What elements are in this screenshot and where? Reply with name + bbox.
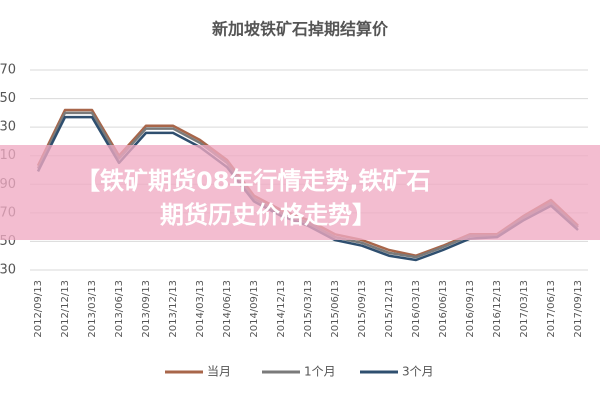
- x-tick-label: 2016/06/13: [438, 280, 449, 338]
- legend-label: 1个月: [304, 365, 336, 379]
- x-tick-label: 2016/03/13: [411, 280, 422, 338]
- x-tick-label: 2012/09/13: [33, 280, 44, 338]
- x-tick-label: 2017/06/13: [546, 280, 557, 338]
- x-tick-label: 2013/03/13: [87, 280, 98, 338]
- chart-title: 新加坡铁矿石掉期结算价: [212, 20, 389, 39]
- x-tick-label: 2014/06/13: [222, 280, 233, 338]
- x-tick-label: 2015/12/13: [384, 280, 395, 338]
- x-tick-label: 2016/12/13: [492, 280, 503, 338]
- y-tick-label: 30: [0, 263, 16, 278]
- x-tick-label: 2012/12/13: [60, 280, 71, 338]
- x-tick-label: 2014/09/13: [249, 280, 260, 338]
- legend-label: 3个月: [402, 365, 434, 379]
- y-tick-label: 150: [0, 91, 16, 106]
- x-tick-label: 2014/12/13: [276, 280, 287, 338]
- x-tick-label: 2013/12/13: [168, 280, 179, 338]
- x-tick-label: 2013/09/13: [141, 280, 152, 338]
- x-tick-label: 2015/09/13: [357, 280, 368, 338]
- x-tick-label: 2015/03/13: [303, 280, 314, 338]
- legend-label: 当月: [207, 365, 231, 379]
- x-tick-label: 2014/03/13: [195, 280, 206, 338]
- x-tick-label: 2017/03/13: [519, 280, 530, 338]
- y-tick-label: 170: [0, 63, 16, 78]
- banner-line: 期货历史价格走势】: [160, 201, 376, 229]
- banner-line: 【铁矿期货08年行情走势,铁矿石: [76, 167, 431, 195]
- x-tick-label: 2015/06/13: [330, 280, 341, 338]
- x-tick-label: 2016/09/13: [465, 280, 476, 338]
- x-tick-label: 2017/09/13: [573, 280, 584, 338]
- banner: [0, 145, 600, 240]
- x-tick-label: 2013/06/13: [114, 280, 125, 338]
- y-tick-label: 130: [0, 120, 16, 135]
